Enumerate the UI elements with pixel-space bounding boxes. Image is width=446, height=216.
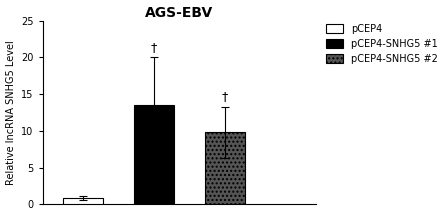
- Text: †: †: [151, 41, 157, 54]
- Y-axis label: Relative lncRNA SNHG5 Level: Relative lncRNA SNHG5 Level: [5, 40, 16, 185]
- Bar: [63, 198, 103, 205]
- Bar: [205, 132, 245, 205]
- Bar: [134, 105, 174, 205]
- Title: AGS-EBV: AGS-EBV: [145, 6, 214, 20]
- Text: †: †: [222, 90, 228, 103]
- Legend: pCEP4, pCEP4-SNHG5 #1, pCEP4-SNHG5 #2: pCEP4, pCEP4-SNHG5 #1, pCEP4-SNHG5 #2: [324, 22, 440, 65]
